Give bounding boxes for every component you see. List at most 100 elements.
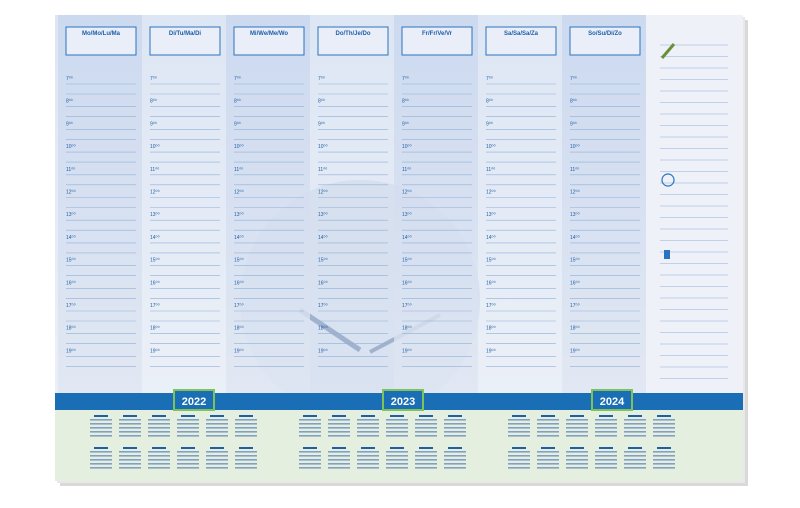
mini-calendar-title bbox=[152, 415, 166, 417]
hour-label: 11⁰⁰ bbox=[234, 167, 243, 173]
hour-label: 17⁰⁰ bbox=[402, 303, 412, 309]
mini-calendar-row bbox=[357, 467, 379, 469]
mini-calendar-row bbox=[566, 463, 588, 465]
hour-label: 16⁰⁰ bbox=[234, 280, 244, 286]
mini-calendar-row bbox=[177, 451, 199, 453]
mini-calendar-row bbox=[177, 455, 199, 457]
mini-calendar-row bbox=[653, 431, 675, 433]
mini-calendar-title bbox=[419, 415, 433, 417]
mini-calendar-row bbox=[415, 459, 437, 461]
mini-calendar-row bbox=[386, 427, 408, 429]
mini-calendar-title bbox=[181, 415, 195, 417]
mini-calendar-row bbox=[624, 451, 646, 453]
year-box bbox=[591, 389, 633, 411]
hour-label: 19⁰⁰ bbox=[402, 348, 412, 354]
hour-label: 10⁰⁰ bbox=[318, 144, 328, 150]
mini-calendar-row bbox=[595, 427, 617, 429]
mini-calendar-row bbox=[624, 419, 646, 421]
hour-label: 11⁰⁰ bbox=[150, 167, 159, 173]
day-column bbox=[58, 15, 142, 393]
mini-calendar-row bbox=[328, 423, 350, 425]
mini-calendar-title bbox=[628, 447, 642, 449]
day-header-box bbox=[569, 26, 641, 56]
hour-label: 8⁰⁰ bbox=[570, 99, 577, 105]
day-header-box bbox=[317, 26, 389, 56]
day-header-box bbox=[233, 26, 305, 56]
mini-calendar-row bbox=[90, 459, 112, 461]
mini-calendar-row bbox=[90, 435, 112, 437]
mini-calendar-row bbox=[206, 419, 228, 421]
mini-calendar-row bbox=[566, 455, 588, 457]
mini-calendar-row bbox=[624, 463, 646, 465]
mini-calendar-row bbox=[624, 455, 646, 457]
mini-calendar-row bbox=[328, 451, 350, 453]
mini-calendar-row bbox=[653, 419, 675, 421]
mini-calendar-row bbox=[357, 455, 379, 457]
mini-calendar-row bbox=[299, 463, 321, 465]
mini-calendar-row bbox=[508, 423, 530, 425]
hour-label: 18⁰⁰ bbox=[66, 326, 76, 332]
hour-label: 14⁰⁰ bbox=[318, 235, 328, 241]
mini-calendar-title bbox=[123, 447, 137, 449]
mini-calendar-row bbox=[386, 455, 408, 457]
mini-calendar-row bbox=[508, 419, 530, 421]
hour-label: 14⁰⁰ bbox=[234, 235, 244, 241]
hour-label: 13⁰⁰ bbox=[402, 212, 412, 218]
mini-calendar-row bbox=[653, 459, 675, 461]
day-header: Fr/Fr/Ve/Vr bbox=[422, 31, 453, 37]
hour-label: 16⁰⁰ bbox=[486, 280, 496, 286]
mini-calendar-title bbox=[390, 415, 404, 417]
hour-label: 15⁰⁰ bbox=[318, 258, 328, 264]
day-header-box bbox=[401, 26, 473, 56]
mini-calendar-row bbox=[566, 467, 588, 469]
mini-calendar-row bbox=[119, 435, 141, 437]
mini-calendar-title bbox=[512, 447, 526, 449]
hour-label: 16⁰⁰ bbox=[66, 280, 76, 286]
mini-calendar-row bbox=[328, 459, 350, 461]
mini-calendar-row bbox=[235, 423, 257, 425]
mini-calendar-row bbox=[299, 467, 321, 469]
hour-label: 18⁰⁰ bbox=[318, 326, 328, 332]
mini-calendar-row bbox=[177, 431, 199, 433]
hour-label: 9⁰⁰ bbox=[486, 121, 493, 127]
mini-calendar-row bbox=[299, 427, 321, 429]
mini-calendar-row bbox=[595, 451, 617, 453]
day-header-box bbox=[485, 26, 557, 56]
mini-calendar-row bbox=[566, 427, 588, 429]
mini-calendar-row bbox=[148, 451, 170, 453]
hour-label: 17⁰⁰ bbox=[150, 303, 160, 309]
hour-label: 10⁰⁰ bbox=[570, 144, 580, 150]
mini-calendar-row bbox=[508, 431, 530, 433]
hour-label: 13⁰⁰ bbox=[318, 212, 328, 218]
mini-calendar-row bbox=[299, 451, 321, 453]
mini-calendar-row bbox=[148, 427, 170, 429]
mini-calendar-row bbox=[206, 463, 228, 465]
mini-calendar-row bbox=[537, 459, 559, 461]
mini-calendar-title bbox=[599, 447, 613, 449]
mini-calendar-row bbox=[653, 455, 675, 457]
mini-calendar-row bbox=[444, 451, 466, 453]
mini-calendar-row bbox=[595, 459, 617, 461]
mini-calendar-row bbox=[328, 467, 350, 469]
mini-calendar-title bbox=[94, 415, 108, 417]
mini-calendar-row bbox=[177, 435, 199, 437]
hour-label: 17⁰⁰ bbox=[234, 303, 244, 309]
mini-calendar-row bbox=[357, 463, 379, 465]
hour-label: 9⁰⁰ bbox=[66, 121, 73, 127]
mini-calendar-row bbox=[624, 467, 646, 469]
mini-calendar-row bbox=[444, 463, 466, 465]
mini-calendar-title bbox=[390, 447, 404, 449]
mini-calendar-row bbox=[444, 435, 466, 437]
day-header: Sa/Sa/Sa/Za bbox=[504, 31, 539, 37]
hour-label: 13⁰⁰ bbox=[486, 212, 496, 218]
mini-calendar-title bbox=[361, 415, 375, 417]
hour-label: 16⁰⁰ bbox=[570, 280, 580, 286]
mini-calendar-row bbox=[328, 419, 350, 421]
mini-calendar-row bbox=[119, 419, 141, 421]
mini-calendar-row bbox=[595, 435, 617, 437]
mini-calendar-row bbox=[119, 459, 141, 461]
hour-label: 8⁰⁰ bbox=[486, 99, 493, 105]
hour-label: 10⁰⁰ bbox=[234, 144, 244, 150]
mini-calendar-row bbox=[119, 431, 141, 433]
mini-calendar-row bbox=[90, 427, 112, 429]
